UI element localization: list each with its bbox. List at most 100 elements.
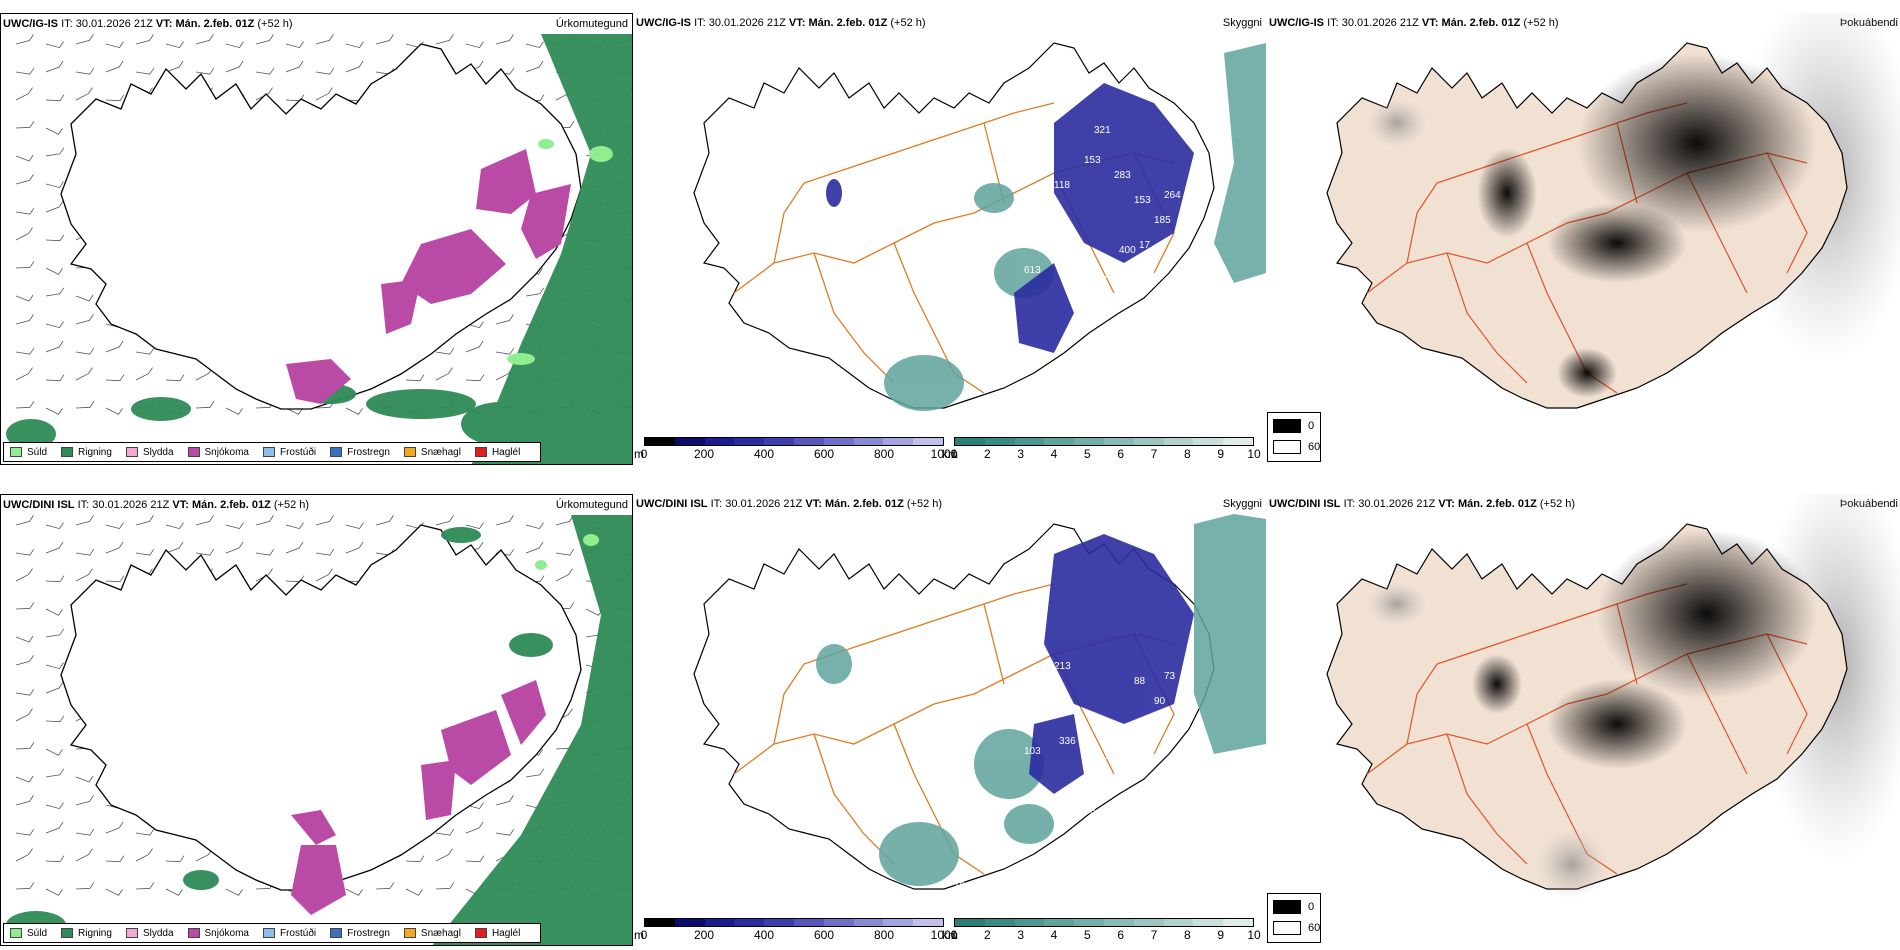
legend-item: Snæhagl xyxy=(403,928,461,939)
colorbar-tick: 5 xyxy=(1083,447,1091,461)
cloud-base-label: 270 xyxy=(1104,270,1121,281)
colorbar-segment xyxy=(1044,919,1075,926)
colorbar-segment xyxy=(704,438,735,445)
wind-barb xyxy=(15,294,34,302)
cloud-base-label: 82 xyxy=(1024,716,1036,727)
cloud-base-label: 90 xyxy=(1154,696,1166,707)
colorbar-tick: 400 xyxy=(753,928,775,942)
visibility-ticks: 1 2 3 4 5 6 7 8 9 10 xyxy=(951,928,1261,942)
wind-barb xyxy=(15,67,35,75)
wind-barb xyxy=(225,888,243,896)
colorbar-tick: 600 xyxy=(813,928,835,942)
wind-barb xyxy=(45,541,64,554)
wind-barb xyxy=(465,340,484,353)
wind-barb xyxy=(15,121,35,129)
wind-barb xyxy=(45,267,63,275)
cloud-base-label: 322 xyxy=(1004,360,1021,371)
wind-barb xyxy=(75,568,93,582)
cloud-base-label: 426 xyxy=(1114,856,1131,867)
wind-barb xyxy=(105,340,124,353)
wind-barb xyxy=(45,662,64,670)
wind-barb xyxy=(195,67,215,75)
wind-barb xyxy=(15,207,35,215)
precip-type-legend: Súld Rigning Slydda Snjókoma Frostúði Fr… xyxy=(3,442,542,462)
legend-item: Snæhagl xyxy=(403,447,461,458)
wind-barb xyxy=(165,374,185,382)
legend-item: Slydda xyxy=(125,928,174,939)
wind-barb xyxy=(15,882,35,890)
wind-barb xyxy=(105,888,123,896)
panel-title: Úrkomutegund xyxy=(555,18,628,30)
wind-barb xyxy=(465,855,485,863)
wind-barb xyxy=(15,828,35,836)
legend-item: Slydda xyxy=(125,447,174,458)
wind-barb xyxy=(105,541,124,554)
cloud-base-label: 118 xyxy=(1054,180,1070,191)
colorbar-segment xyxy=(674,919,705,926)
wind-barb xyxy=(315,67,335,75)
wind-barb xyxy=(345,541,364,554)
cloud-base-labels: 213 88 73 90 87 69 100 103 120 364 270 336 352 168 426… xyxy=(944,661,1176,917)
colorbar-tick: 0 xyxy=(640,447,648,461)
wind-barb xyxy=(165,60,184,73)
visibility-unit: km xyxy=(942,447,958,461)
wind-barb xyxy=(225,407,243,415)
colorbar-segment xyxy=(674,438,705,445)
road-line xyxy=(893,242,985,394)
low-visibility-areas xyxy=(816,514,1266,886)
cloud-base-label: 43 xyxy=(989,666,1001,677)
colorbar-tick: 7 xyxy=(1150,928,1158,942)
wind-barb xyxy=(15,87,33,101)
wind-barb xyxy=(75,775,94,783)
wind-barb xyxy=(555,568,573,582)
colorbar-segment xyxy=(1133,438,1164,445)
wind-barb xyxy=(135,882,155,890)
colorbar-tick: 8 xyxy=(1183,928,1191,942)
cloud-base-label: 153 xyxy=(1084,155,1101,166)
wind-barb xyxy=(45,748,63,756)
rain-areas xyxy=(6,34,632,464)
wind-barb xyxy=(45,287,65,297)
cloud-base-label: 289 xyxy=(1094,305,1111,316)
colorbar-segment xyxy=(955,438,985,445)
wind-barb xyxy=(75,548,95,556)
wind-barb xyxy=(135,34,154,45)
colorbar-tick: 1000 xyxy=(930,447,958,461)
visibility-map-canvas: 213 88 73 90 87 69 100 103 120 364 270 336 352 168 426… xyxy=(693,514,1266,917)
wind-barb xyxy=(435,515,454,526)
colorbar-segment xyxy=(764,919,794,926)
wind-barb xyxy=(15,795,34,806)
wind-barb xyxy=(105,41,124,49)
legend-item: Snjókoma xyxy=(187,928,249,939)
wind-barb xyxy=(165,855,185,863)
wind-barb xyxy=(75,67,95,75)
wind-barb xyxy=(315,568,333,582)
colorbar-segment xyxy=(1223,919,1253,926)
cloud-base-label: 153 xyxy=(1134,195,1151,206)
colorbar-tick: 9 xyxy=(1217,447,1224,461)
cloud-base-label: 213 xyxy=(1054,661,1071,672)
wind-barb xyxy=(105,575,125,583)
visibility-unit: km xyxy=(942,928,958,942)
wind-barb xyxy=(195,34,214,45)
colorbar-tick: 3 xyxy=(1017,928,1024,942)
wind-barb xyxy=(45,321,64,329)
colorbar-tick: 0 xyxy=(640,928,648,942)
visibility-colorbar xyxy=(954,437,1254,446)
wind-barb xyxy=(315,34,334,45)
wind-barb xyxy=(75,34,94,45)
cloud-base-label: 270 xyxy=(1039,686,1056,697)
wind-barb xyxy=(45,60,64,73)
cloud-base-label: 73 xyxy=(1164,671,1176,682)
colorbar-segment xyxy=(1163,438,1194,445)
road-line xyxy=(813,252,895,384)
road-line xyxy=(1446,252,1528,384)
wind-barb xyxy=(45,200,64,213)
wind-barb xyxy=(525,768,545,778)
wind-barb xyxy=(165,541,184,554)
cloud-base-label: 120 xyxy=(1094,786,1111,797)
colorbar-tick: 3 xyxy=(1017,447,1024,461)
panel-title: Skyggni xyxy=(1222,17,1262,29)
fog-index-map-row1: UWC/IG-IS IT: 30.01.2026 21Z VT: Mán. 2.… xyxy=(1267,13,1900,465)
